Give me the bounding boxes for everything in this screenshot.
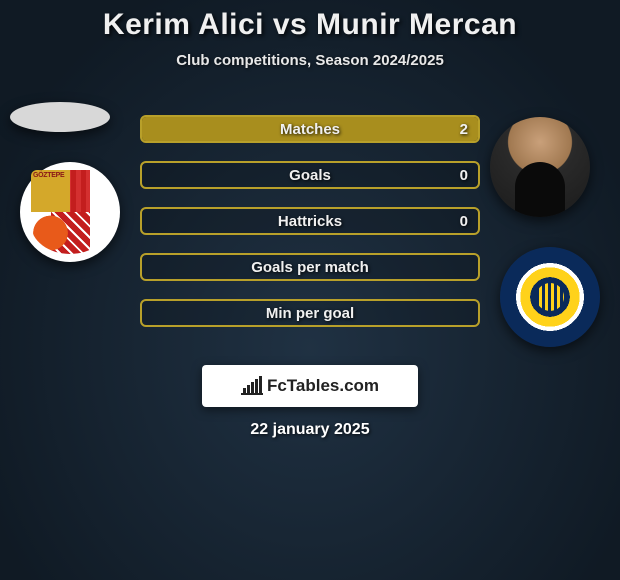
stat-bar: Min per goal	[140, 299, 480, 327]
stat-bar-label: Min per goal	[266, 305, 354, 322]
brand-box: FcTables.com	[202, 365, 418, 407]
club-left-text: GÖZTEPE	[33, 172, 64, 179]
player-right-avatar	[490, 117, 590, 217]
stat-bar-value: 0	[460, 213, 468, 230]
club-left-badge: GÖZTEPE	[20, 162, 120, 262]
stat-bar: Matches 2	[140, 115, 480, 143]
stat-bar: Goals per match	[140, 253, 480, 281]
stat-bar-label: Goals per match	[251, 259, 369, 276]
stat-bars: Matches 2 Goals 0 Hattricks 0 Goals per match M…	[140, 115, 480, 345]
comparison-area: GÖZTEPE Matches 2 Goals 0 Hattricks 0 Goals pe…	[0, 97, 620, 357]
stat-bar-label: Matches	[280, 121, 340, 138]
stat-bar: Hattricks 0	[140, 207, 480, 235]
stat-bar-value: 2	[460, 121, 468, 138]
player-left-avatar	[10, 102, 110, 132]
date-label: 22 january 2025	[0, 421, 620, 439]
subtitle: Club competitions, Season 2024/2025	[0, 52, 620, 69]
page-title: Kerim Alici vs Munir Mercan	[0, 8, 620, 42]
stat-bar-value: 0	[460, 167, 468, 184]
club-right-badge	[500, 247, 600, 347]
brand-chart-icon	[241, 377, 263, 395]
stat-bar-label: Goals	[289, 167, 331, 184]
stat-bar-label: Hattricks	[278, 213, 342, 230]
stat-bar: Goals 0	[140, 161, 480, 189]
brand-text: FcTables.com	[267, 376, 379, 396]
